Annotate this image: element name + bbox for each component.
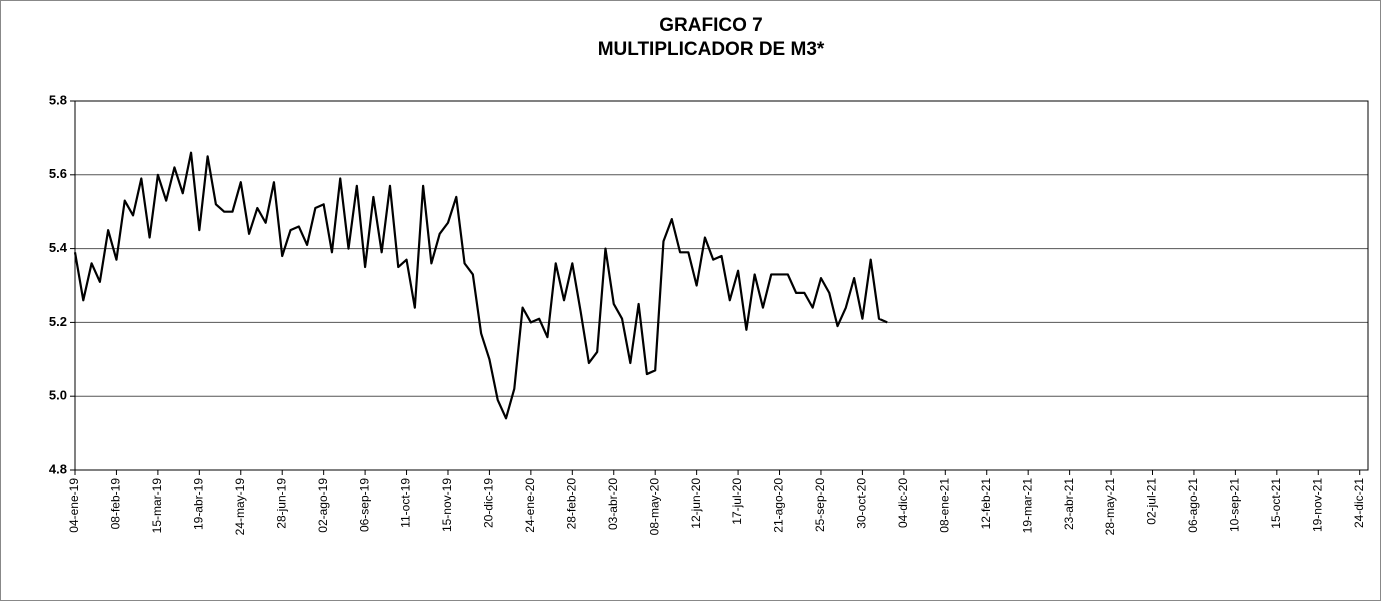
x-tick-label: 15-nov-19 [440,478,454,532]
y-tick-label: 5.0 [49,388,67,403]
x-tick-label: 30-oct-20 [855,478,869,529]
y-tick-label: 5.8 [49,92,67,107]
x-tick-label: 04-ene-19 [67,478,81,533]
chart-subtitle: MULTIPLICADOR DE M3* [598,39,825,60]
x-tick-label: 12-feb-21 [979,478,993,530]
x-tick-label: 28-may-21 [1103,478,1117,536]
series-line [73,151,888,420]
y-tick-label: 5.4 [49,240,68,255]
x-tick-label: 21-ago-20 [772,478,786,533]
y-tick-label: 5.6 [49,166,67,181]
x-tick-label: 02-jul-21 [1145,478,1159,525]
x-tick-label: 24-dic-21 [1352,478,1366,528]
x-tick-label: 15-mar-19 [150,478,164,534]
x-tick-label: 06-sep-19 [357,478,371,532]
x-tick-label: 06-ago-21 [1186,478,1200,533]
x-tick-label: 17-jul-20 [730,478,744,525]
x-tick-label: 08-feb-19 [109,478,123,530]
chart-title: GRAFICO 7 [659,15,762,36]
x-tick-label: 11-oct-19 [399,478,413,528]
x-tick-label: 20-dic-19 [482,478,496,528]
x-tick-label: 19-mar-21 [1020,478,1034,534]
x-tick-label: 08-may-20 [647,478,661,536]
x-tick-label: 19-abr-19 [191,478,205,530]
x-tick-label: 02-ago-19 [316,478,330,533]
x-tick-label: 23-abr-21 [1062,478,1076,530]
x-tick-label: 08-ene-21 [937,478,951,533]
y-tick-label: 5.2 [49,314,67,329]
x-tick-label: 24-ene-20 [523,478,537,533]
x-tick-label: 04-dic-20 [896,478,910,528]
x-tick-label: 19-nov-21 [1310,478,1324,532]
x-tick-label: 25-sep-20 [813,478,827,532]
x-tick-label: 15-oct-21 [1269,478,1283,529]
y-tick-label: 4.8 [49,461,67,476]
x-tick-label: 24-may-19 [233,478,247,536]
plot-border [74,100,1369,471]
x-tick-label: 03-abr-20 [606,478,620,530]
x-tick-label: 12-jun-20 [689,478,703,529]
x-tick-label: 28-feb-20 [564,478,578,530]
x-tick-label: 10-sep-21 [1228,478,1242,532]
x-tick-label: 28-jun-19 [274,478,288,529]
